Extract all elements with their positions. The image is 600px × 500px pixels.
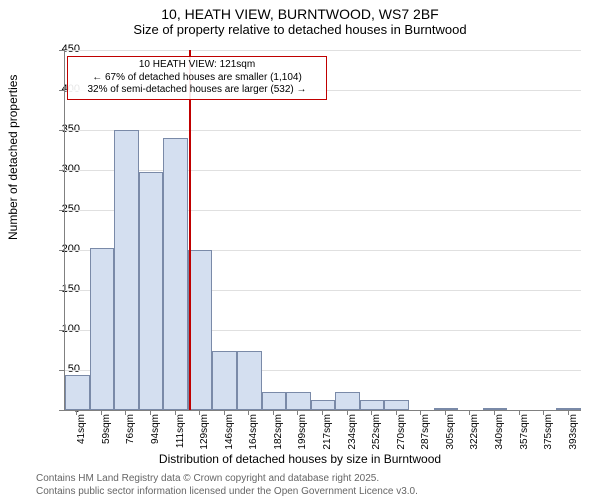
x-tick-mark <box>273 410 274 415</box>
x-tick-mark <box>347 410 348 415</box>
histogram-bar <box>434 408 459 410</box>
histogram-bar <box>286 392 311 410</box>
marker-line <box>189 50 191 410</box>
x-tick-mark <box>322 410 323 415</box>
x-tick-mark <box>494 410 495 415</box>
x-tick-mark <box>445 410 446 415</box>
gridline <box>65 130 581 131</box>
attribution-line-2: Contains public sector information licen… <box>36 486 418 499</box>
annotation-line-3: 32% of semi-detached houses are larger (… <box>72 84 322 97</box>
x-tick-mark <box>568 410 569 415</box>
histogram-bar <box>237 351 262 410</box>
x-tick-mark <box>248 410 249 415</box>
histogram-bar <box>90 248 115 410</box>
x-tick-mark <box>469 410 470 415</box>
histogram-bar <box>384 400 409 410</box>
x-tick-mark <box>76 410 77 415</box>
annotation-box: 10 HEATH VIEW: 121sqm← 67% of detached h… <box>67 56 327 100</box>
chart-container: 10, HEATH VIEW, BURNTWOOD, WS7 2BF Size … <box>0 0 600 500</box>
x-tick-mark <box>101 410 102 415</box>
annotation-line-2: ← 67% of detached houses are smaller (1,… <box>72 72 322 85</box>
chart-title: 10, HEATH VIEW, BURNTWOOD, WS7 2BF Size … <box>0 6 600 37</box>
attribution-line-1: Contains HM Land Registry data © Crown c… <box>36 473 418 486</box>
x-tick-mark <box>519 410 520 415</box>
histogram-bar <box>163 138 188 410</box>
x-tick-mark <box>199 410 200 415</box>
plot-area: 10 HEATH VIEW: 121sqm← 67% of detached h… <box>64 50 581 411</box>
y-axis-label: Number of detached properties <box>6 75 20 240</box>
x-tick-mark <box>543 410 544 415</box>
x-tick-mark <box>175 410 176 415</box>
histogram-bar <box>139 172 164 410</box>
title-line-2: Size of property relative to detached ho… <box>0 22 600 37</box>
x-tick-mark <box>420 410 421 415</box>
annotation-line-1: 10 HEATH VIEW: 121sqm <box>72 59 322 72</box>
histogram-bar <box>262 392 287 410</box>
x-tick-mark <box>297 410 298 415</box>
histogram-bar <box>65 375 90 410</box>
histogram-bar <box>360 400 385 410</box>
x-tick-mark <box>224 410 225 415</box>
histogram-bar <box>335 392 360 410</box>
attribution: Contains HM Land Registry data © Crown c… <box>36 473 418 498</box>
histogram-bar <box>114 130 139 410</box>
title-line-1: 10, HEATH VIEW, BURNTWOOD, WS7 2BF <box>0 6 600 22</box>
gridline <box>65 170 581 171</box>
x-tick-mark <box>371 410 372 415</box>
histogram-bar <box>188 250 213 410</box>
histogram-bar <box>556 408 581 410</box>
x-tick-mark <box>396 410 397 415</box>
histogram-bar <box>311 400 336 410</box>
x-axis-label: Distribution of detached houses by size … <box>0 452 600 466</box>
gridline <box>65 50 581 51</box>
x-tick-mark <box>125 410 126 415</box>
x-tick-mark <box>150 410 151 415</box>
histogram-bar <box>212 351 237 410</box>
